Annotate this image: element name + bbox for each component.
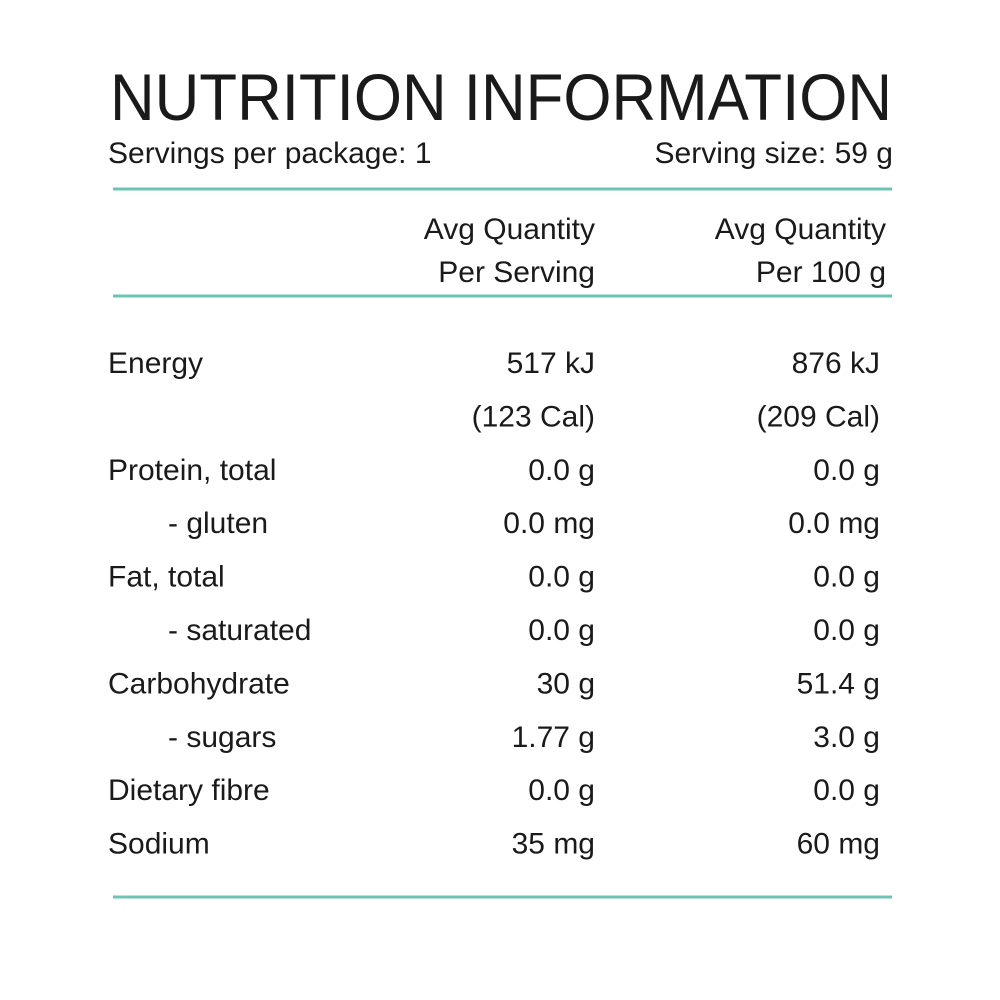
column-header: Avg Quantity Per 100 g <box>715 213 886 289</box>
per-serving: 0.0 g <box>528 774 595 807</box>
per-100g: 0.0 g <box>813 561 880 594</box>
column-header: Avg Quantity Per Serving <box>424 213 595 289</box>
per-serving: 517 kJ <box>507 347 595 380</box>
row-label: - saturated <box>168 614 311 647</box>
row-label: Energy <box>108 347 203 380</box>
serving-size: Serving size: 59 g <box>655 137 893 170</box>
per-100g: 0.0 g <box>813 614 880 647</box>
row-label: Carbohydrate <box>108 667 290 700</box>
per-100g: 0.0 mg <box>788 507 880 540</box>
per-100g: (209 Cal) <box>757 400 880 433</box>
servings-per-package: Servings per package: 1 <box>108 137 432 170</box>
per-serving: 0.0 g <box>528 561 595 594</box>
per-serving: 0.0 mg <box>503 507 595 540</box>
per-100g: 0.0 g <box>813 774 880 807</box>
per-100g: 0.0 g <box>813 454 880 487</box>
per-serving: 0.0 g <box>528 614 595 647</box>
per-100g: 51.4 g <box>797 667 880 700</box>
per-serving: 0.0 g <box>528 454 595 487</box>
row-label: - sugars <box>168 721 276 754</box>
per-serving: 30 g <box>537 667 595 700</box>
row-label: Sodium <box>108 828 210 861</box>
per-serving: 1.77 g <box>512 721 595 754</box>
row-label: - gluten <box>168 507 268 540</box>
title: NUTRITION INFORMATION <box>110 60 892 134</box>
per-serving: 35 mg <box>512 828 595 861</box>
per-100g: 60 mg <box>797 828 880 861</box>
row-label: Fat, total <box>108 561 225 594</box>
row-label: Protein, total <box>108 454 276 487</box>
row-label: Dietary fibre <box>108 774 270 807</box>
per-100g: 3.0 g <box>813 721 880 754</box>
per-100g: 876 kJ <box>792 347 880 380</box>
per-serving: (123 Cal) <box>472 400 595 433</box>
